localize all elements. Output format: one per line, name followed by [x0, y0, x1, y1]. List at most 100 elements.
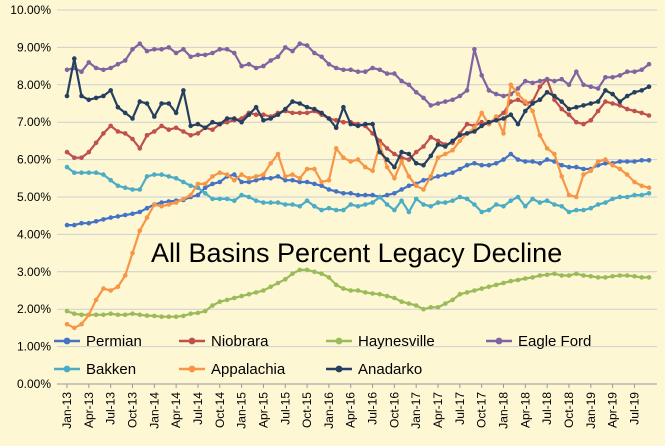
data-point — [639, 110, 644, 116]
data-point — [217, 196, 223, 202]
data-point — [86, 97, 92, 103]
data-point — [523, 204, 528, 209]
data-point — [144, 215, 150, 220]
data-point — [253, 290, 259, 295]
data-point — [137, 41, 143, 46]
data-point — [224, 119, 230, 125]
data-point — [537, 161, 543, 166]
data-point — [632, 192, 637, 198]
x-tick-label: Jan-18 — [497, 392, 511, 429]
data-point — [443, 144, 448, 149]
data-point — [624, 106, 630, 112]
data-point — [508, 278, 514, 284]
data-point — [413, 149, 419, 155]
data-point — [122, 110, 128, 116]
data-point — [101, 93, 106, 99]
data-point — [552, 93, 557, 99]
data-point — [181, 88, 186, 93]
data-point — [624, 273, 630, 278]
y-tick-label: 0.00% — [17, 377, 51, 391]
data-point — [101, 312, 106, 318]
data-point — [464, 162, 470, 168]
series-anadarko — [64, 56, 652, 170]
data-point — [239, 172, 244, 177]
x-tick-label: Jan-14 — [147, 392, 161, 429]
series-appalachia — [64, 82, 652, 331]
data-point — [566, 209, 572, 215]
data-point — [217, 121, 223, 127]
data-point — [319, 183, 324, 189]
data-point — [370, 121, 375, 127]
data-point — [515, 97, 521, 103]
data-point — [457, 166, 463, 172]
data-point — [530, 159, 535, 164]
data-point — [464, 131, 470, 136]
data-point — [144, 101, 150, 106]
data-point — [261, 172, 266, 177]
data-point — [283, 177, 288, 183]
data-point — [319, 54, 324, 60]
y-tick-label: 8.00% — [17, 78, 51, 92]
data-point — [202, 52, 208, 58]
data-point — [355, 157, 361, 162]
data-point — [312, 181, 317, 187]
data-point — [239, 293, 244, 299]
data-point — [217, 47, 223, 52]
data-point — [312, 106, 317, 112]
data-point — [130, 187, 135, 192]
data-point — [341, 67, 346, 73]
data-point — [312, 166, 317, 172]
data-point — [574, 69, 579, 74]
data-point — [392, 71, 397, 76]
data-point — [253, 65, 259, 71]
data-point — [348, 202, 354, 207]
data-point — [435, 174, 441, 179]
data-point — [384, 146, 390, 151]
data-point — [210, 303, 215, 308]
data-point — [333, 189, 339, 194]
data-point — [610, 75, 615, 80]
x-tick-label: Jan-16 — [322, 392, 336, 429]
data-point — [646, 275, 652, 280]
data-point — [588, 84, 594, 89]
data-point — [152, 202, 157, 207]
data-point — [617, 194, 623, 200]
data-point — [268, 200, 274, 205]
data-point — [122, 131, 128, 136]
data-point — [101, 172, 106, 177]
x-tick-label: Jul-15 — [278, 392, 292, 425]
y-tick-label: 1.00% — [17, 340, 51, 354]
data-point — [595, 99, 601, 104]
legend-swatch-marker — [335, 365, 343, 373]
data-point — [137, 146, 143, 151]
data-point — [472, 161, 477, 166]
data-point — [319, 110, 324, 116]
data-point — [93, 312, 99, 318]
data-point — [355, 204, 361, 209]
data-point — [217, 299, 223, 305]
data-point — [232, 177, 237, 183]
data-point — [101, 131, 106, 136]
data-point — [283, 202, 288, 207]
data-point — [210, 196, 215, 202]
data-point — [159, 204, 164, 209]
data-point — [552, 202, 557, 207]
x-tick-label: Oct-17 — [475, 392, 489, 428]
data-point — [428, 134, 434, 140]
data-point — [486, 162, 492, 168]
data-point — [108, 311, 113, 317]
data-point — [79, 321, 84, 327]
data-point — [290, 110, 295, 116]
data-point — [406, 151, 412, 157]
data-point — [253, 174, 259, 179]
y-tick-label: 9.00% — [17, 40, 51, 54]
data-point — [195, 52, 201, 58]
data-point — [166, 127, 172, 132]
data-point — [603, 157, 608, 162]
data-point — [610, 274, 615, 279]
data-point — [152, 313, 157, 319]
data-point — [312, 204, 317, 209]
data-point — [632, 274, 637, 279]
data-point — [588, 274, 594, 279]
data-point — [304, 110, 310, 116]
